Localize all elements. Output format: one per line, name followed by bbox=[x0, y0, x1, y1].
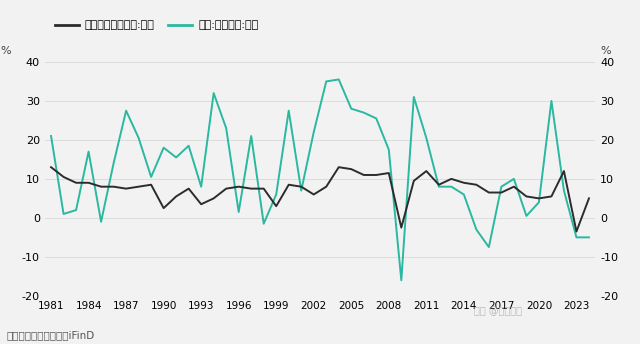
中国:出口金额:同比 bbox=[172, 155, 180, 160]
中国:出口金额:同比 bbox=[122, 109, 130, 113]
中国:出口金额:同比 bbox=[97, 220, 105, 224]
中国:出口金额:同比 bbox=[460, 192, 468, 196]
中国:出口金额:同比 bbox=[323, 79, 330, 84]
中国:出口金额:同比 bbox=[335, 77, 342, 82]
中国:出口金额:同比 bbox=[573, 235, 580, 239]
中国:出口金额:同比 bbox=[185, 144, 193, 148]
居民人均消费支出:同比 bbox=[285, 183, 292, 187]
居民人均消费支出:同比 bbox=[422, 169, 430, 173]
中国:出口金额:同比 bbox=[560, 189, 568, 193]
中国:出口金额:同比 bbox=[435, 185, 443, 189]
居民人均消费支出:同比 bbox=[109, 185, 117, 189]
居民人均消费支出:同比 bbox=[260, 186, 268, 191]
居民人均消费支出:同比 bbox=[72, 181, 80, 185]
居民人均消费支出:同比 bbox=[435, 183, 443, 187]
中国:出口金额:同比 bbox=[84, 150, 92, 154]
中国:出口金额:同比 bbox=[548, 99, 556, 103]
中国:出口金额:同比 bbox=[260, 222, 268, 226]
中国:出口金额:同比 bbox=[72, 208, 80, 212]
居民人均消费支出:同比 bbox=[210, 196, 218, 201]
居民人均消费支出:同比 bbox=[84, 181, 92, 185]
中国:出口金额:同比 bbox=[285, 109, 292, 113]
居民人均消费支出:同比 bbox=[185, 186, 193, 191]
中国:出口金额:同比 bbox=[310, 130, 317, 134]
Line: 中国:出口金额:同比: 中国:出口金额:同比 bbox=[51, 79, 589, 280]
居民人均消费支出:同比 bbox=[197, 202, 205, 206]
中国:出口金额:同比 bbox=[497, 185, 505, 189]
居民人均消费支出:同比 bbox=[147, 183, 155, 187]
居民人均消费支出:同比 bbox=[460, 181, 468, 185]
中国:出口金额:同比 bbox=[372, 116, 380, 120]
中国:出口金额:同比 bbox=[235, 210, 243, 214]
中国:出口金额:同比 bbox=[410, 95, 418, 99]
居民人均消费支出:同比 bbox=[522, 194, 530, 198]
中国:出口金额:同比 bbox=[348, 107, 355, 111]
中国:出口金额:同比 bbox=[298, 189, 305, 193]
居民人均消费支出:同比 bbox=[485, 191, 493, 195]
中国:出口金额:同比 bbox=[522, 214, 530, 218]
中国:出口金额:同比 bbox=[47, 134, 55, 138]
居民人均消费支出:同比 bbox=[510, 185, 518, 189]
中国:出口金额:同比 bbox=[422, 136, 430, 140]
居民人均消费支出:同比 bbox=[447, 177, 455, 181]
居民人均消费支出:同比 bbox=[222, 186, 230, 191]
中国:出口金额:同比 bbox=[360, 110, 367, 115]
Line: 居民人均消费支出:同比: 居民人均消费支出:同比 bbox=[51, 167, 589, 232]
中国:出口金额:同比 bbox=[210, 91, 218, 95]
居民人均消费支出:同比 bbox=[323, 185, 330, 189]
中国:出口金额:同比 bbox=[385, 148, 392, 152]
中国:出口金额:同比 bbox=[585, 235, 593, 239]
居民人均消费支出:同比 bbox=[97, 185, 105, 189]
居民人均消费支出:同比 bbox=[348, 167, 355, 171]
中国:出口金额:同比 bbox=[535, 200, 543, 204]
中国:出口金额:同比 bbox=[135, 136, 143, 140]
居民人均消费支出:同比 bbox=[135, 185, 143, 189]
中国:出口金额:同比 bbox=[485, 245, 493, 249]
居民人均消费支出:同比 bbox=[560, 169, 568, 173]
中国:出口金额:同比 bbox=[472, 227, 480, 232]
中国:出口金额:同比 bbox=[147, 175, 155, 179]
Text: %: % bbox=[1, 46, 11, 56]
居民人均消费支出:同比 bbox=[235, 185, 243, 189]
居民人均消费支出:同比 bbox=[360, 173, 367, 177]
Text: %: % bbox=[601, 46, 611, 56]
居民人均消费支出:同比 bbox=[298, 185, 305, 189]
中国:出口金额:同比 bbox=[447, 185, 455, 189]
中国:出口金额:同比 bbox=[247, 134, 255, 138]
居民人均消费支出:同比 bbox=[472, 183, 480, 187]
居民人均消费支出:同比 bbox=[160, 206, 168, 210]
中国:出口金额:同比 bbox=[197, 185, 205, 189]
居民人均消费支出:同比 bbox=[172, 194, 180, 198]
居民人均消费支出:同比 bbox=[60, 175, 67, 179]
居民人均消费支出:同比 bbox=[410, 179, 418, 183]
中国:出口金额:同比 bbox=[510, 177, 518, 181]
中国:出口金额:同比 bbox=[273, 192, 280, 196]
居民人均消费支出:同比 bbox=[247, 186, 255, 191]
居民人均消费支出:同比 bbox=[47, 165, 55, 169]
居民人均消费支出:同比 bbox=[585, 196, 593, 201]
中国:出口金额:同比 bbox=[222, 126, 230, 130]
居民人均消费支出:同比 bbox=[122, 186, 130, 191]
中国:出口金额:同比 bbox=[397, 278, 405, 282]
居民人均消费支出:同比 bbox=[548, 194, 556, 198]
中国:出口金额:同比 bbox=[60, 212, 67, 216]
Text: 知乎 @睷知睷见: 知乎 @睷知睷见 bbox=[474, 307, 522, 316]
居民人均消费支出:同比 bbox=[385, 171, 392, 175]
Text: 数据来源：同花顺财绍iFinD: 数据来源：同花顺财绍iFinD bbox=[6, 331, 95, 341]
居民人均消费支出:同比 bbox=[397, 226, 405, 230]
中国:出口金额:同比 bbox=[160, 146, 168, 150]
居民人均消费支出:同比 bbox=[310, 192, 317, 196]
居民人均消费支出:同比 bbox=[573, 229, 580, 234]
居民人均消费支出:同比 bbox=[335, 165, 342, 169]
中国:出口金额:同比 bbox=[109, 161, 117, 165]
居民人均消费支出:同比 bbox=[273, 204, 280, 208]
居民人均消费支出:同比 bbox=[372, 173, 380, 177]
Legend: 居民人均消费支出:同比, 中国:出口金额:同比: 居民人均消费支出:同比, 中国:出口金额:同比 bbox=[51, 16, 262, 35]
居民人均消费支出:同比 bbox=[497, 191, 505, 195]
居民人均消费支出:同比 bbox=[535, 196, 543, 201]
